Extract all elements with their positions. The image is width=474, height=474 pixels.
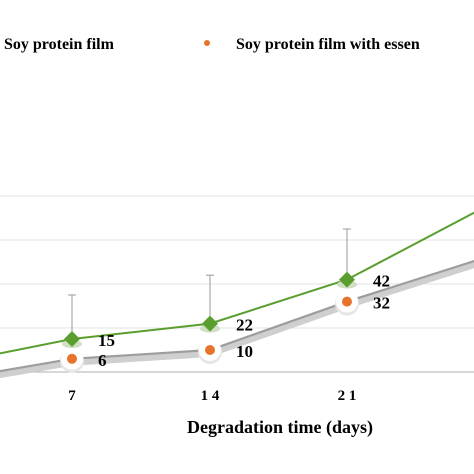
data-label-essential-oil: 6 [98, 351, 107, 370]
x-tick-label: 2 1 [338, 388, 357, 404]
x-tick-label: 7 [68, 388, 76, 404]
marker-essential-oil [342, 296, 352, 307]
legend: Soy protein film Soy protein film with e… [4, 36, 420, 53]
x-tick-labels: 7 1 4 2 1 [68, 388, 356, 404]
legend-marker-essential-oil [204, 40, 210, 46]
marker-soy-protein-film [202, 315, 218, 332]
marker-soy-protein-film [339, 271, 355, 288]
gridlines [0, 195, 474, 373]
marker-soy-protein-film [64, 331, 80, 347]
data-label-essential-oil: 32 [373, 294, 390, 313]
data-points [60, 271, 359, 373]
data-label-soy-protein-film: 22 [236, 316, 253, 335]
data-label-soy-protein-film: 15 [98, 331, 115, 350]
x-axis-title: Degradation time (days) [187, 417, 373, 438]
data-labels: 156 22 10 42 32 [98, 272, 390, 370]
legend-label-essential-oil: Soy protein film with essen [236, 36, 420, 53]
x-tick-label: 1 4 [201, 388, 220, 404]
marker-essential-oil [205, 345, 215, 355]
data-label-soy-protein-film: 42 [373, 272, 390, 291]
data-label-essential-oil: 10 [236, 342, 253, 361]
legend-label-soy-protein-film: Soy protein film [4, 36, 115, 53]
marker-essential-oil [67, 353, 77, 364]
